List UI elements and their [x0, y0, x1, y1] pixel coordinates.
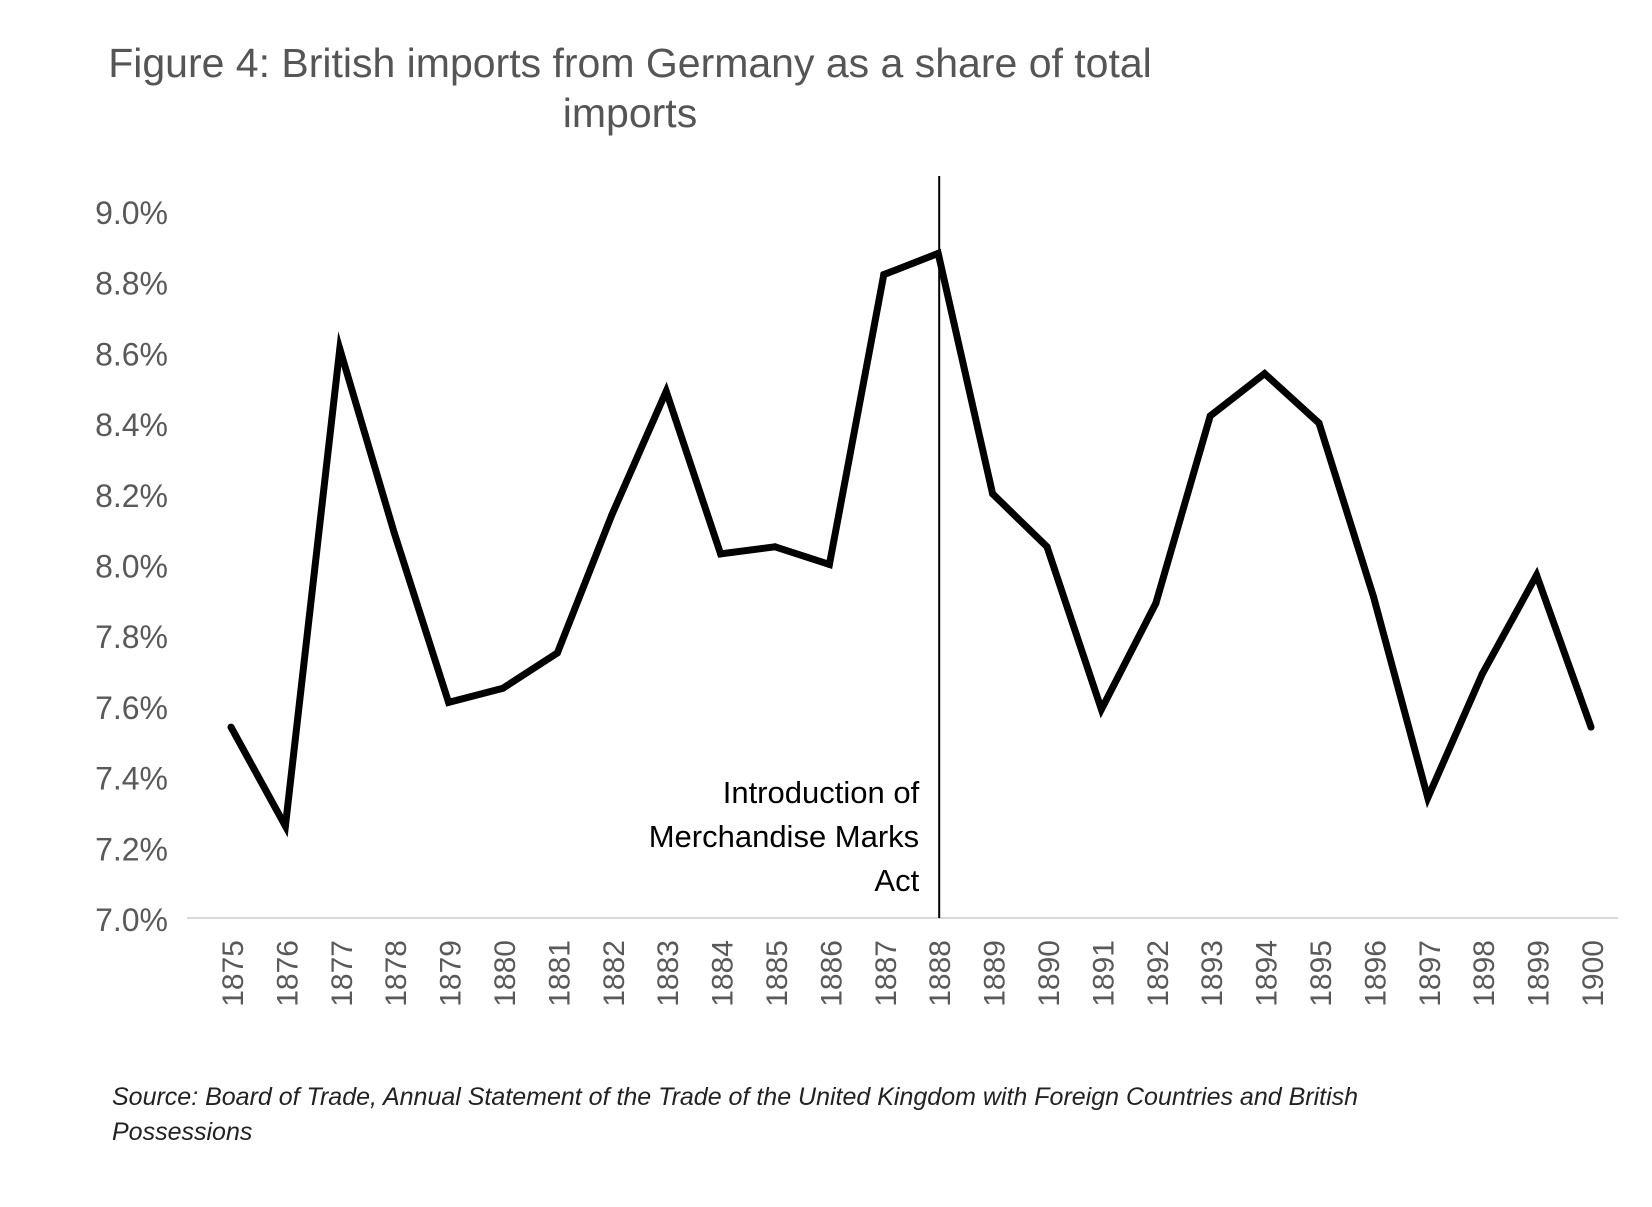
data-point	[771, 543, 779, 551]
y-tick-label: 8.2%	[95, 478, 168, 514]
x-tick-label: 1887	[870, 940, 903, 1007]
x-tick-label: 1899	[1523, 940, 1556, 1007]
data-point	[880, 271, 888, 279]
x-tick-label: 1891	[1087, 940, 1120, 1007]
x-tick-label: 1884	[707, 940, 740, 1007]
data-point	[1097, 705, 1105, 713]
data-points	[227, 249, 1595, 830]
x-tick-label: 1895	[1305, 940, 1338, 1007]
y-tick-label: 8.6%	[95, 336, 168, 372]
series-line	[227, 248, 1595, 838]
x-tick-label: 1879	[435, 940, 468, 1007]
annotation-label-line: Act	[874, 863, 919, 898]
annotation-text: Introduction of Merchandise Marks Act	[649, 775, 920, 898]
data-point	[717, 550, 725, 558]
data-point	[662, 387, 670, 395]
data-point	[1369, 592, 1377, 600]
x-tick-label: 1898	[1468, 940, 1501, 1007]
data-point	[989, 490, 997, 498]
x-axis-tick-labels: 1875 1876 1877 1878 1879 1880 1881 1882 1883 1884…	[217, 940, 1610, 1007]
data-point	[1533, 571, 1541, 579]
data-point	[1043, 543, 1051, 551]
x-tick-label: 1900	[1577, 940, 1610, 1007]
chart-title: Figure 4: British imports from Germany a…	[108, 40, 1152, 136]
data-point	[553, 649, 561, 657]
y-tick-label: 7.0%	[95, 902, 168, 938]
data-point	[390, 529, 398, 537]
x-tick-label: 1882	[598, 940, 631, 1007]
data-point	[934, 249, 942, 257]
x-tick-label: 1894	[1251, 940, 1284, 1007]
y-tick-label: 7.6%	[95, 690, 168, 726]
data-point	[445, 698, 453, 706]
data-point	[608, 511, 616, 519]
annotation-label-line: Merchandise Marks	[649, 819, 919, 854]
data-point	[1587, 723, 1595, 731]
x-tick-label: 1897	[1414, 940, 1447, 1007]
x-tick-label: 1889	[979, 940, 1012, 1007]
y-tick-label: 7.8%	[95, 619, 168, 655]
data-point	[1261, 370, 1269, 378]
data-point	[1424, 794, 1432, 802]
x-tick-label: 1878	[380, 940, 413, 1007]
data-point	[1315, 419, 1323, 427]
data-point	[499, 684, 507, 692]
x-tick-label: 1896	[1359, 940, 1392, 1007]
x-tick-label: 1893	[1196, 940, 1229, 1007]
y-axis-tick-labels: 7.0% 7.2% 7.4% 7.6% 7.8% 8.0% 8.2% 8.4% 8.6% 8.8%…	[95, 195, 168, 938]
x-tick-label: 1875	[217, 940, 250, 1007]
data-point	[1152, 599, 1160, 607]
x-tick-label: 1881	[543, 940, 576, 1007]
x-tick-label: 1890	[1033, 940, 1066, 1007]
data-point	[227, 723, 235, 731]
x-tick-label: 1880	[489, 940, 522, 1007]
x-tick-label: 1885	[761, 940, 794, 1007]
y-tick-label: 7.4%	[95, 761, 168, 797]
data-point	[825, 561, 833, 568]
source-note: Source: Board of Trade, Annual Statement…	[112, 1083, 1359, 1146]
x-tick-label: 1886	[815, 940, 848, 1007]
x-tick-label: 1888	[924, 940, 957, 1007]
y-tick-label: 8.0%	[95, 549, 168, 585]
data-point	[336, 345, 344, 353]
annotation-label-line: Introduction of	[723, 775, 920, 810]
data-point	[1206, 412, 1214, 420]
y-tick-label: 7.2%	[95, 831, 168, 867]
x-tick-label: 1892	[1142, 940, 1175, 1007]
x-tick-label: 1876	[271, 940, 304, 1007]
y-tick-label: 8.8%	[95, 266, 168, 302]
x-tick-label: 1877	[326, 940, 359, 1007]
data-point	[281, 822, 289, 830]
y-tick-label: 9.0%	[95, 195, 168, 231]
y-tick-label: 8.4%	[95, 407, 168, 443]
data-point	[1478, 670, 1486, 678]
x-tick-label: 1883	[652, 940, 685, 1007]
